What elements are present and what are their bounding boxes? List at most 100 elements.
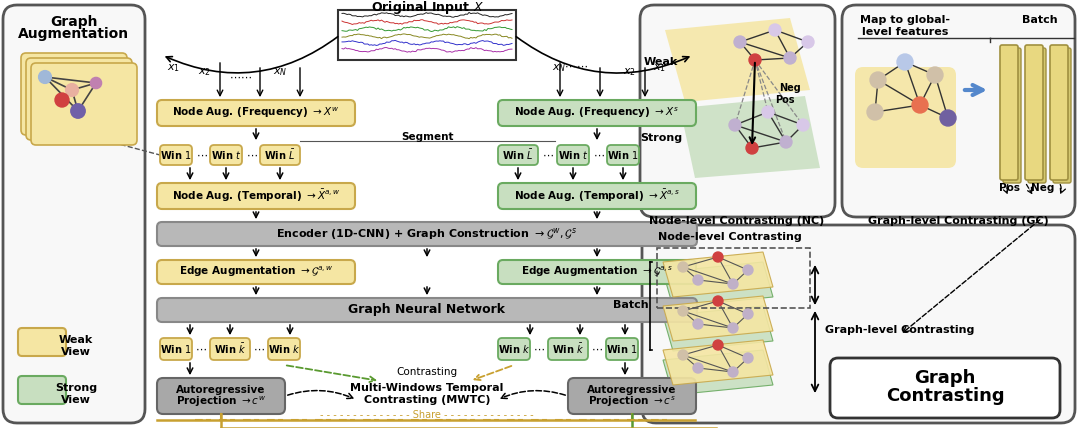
Text: $\cdots$: $\cdots$	[534, 344, 545, 354]
Text: Graph: Graph	[51, 15, 98, 29]
Circle shape	[713, 252, 723, 262]
Circle shape	[71, 104, 85, 118]
Text: Win $t$: Win $t$	[557, 149, 589, 161]
Text: View: View	[62, 395, 91, 405]
Circle shape	[870, 72, 886, 88]
Text: Augmentation: Augmentation	[18, 27, 130, 41]
FancyBboxPatch shape	[26, 58, 132, 140]
Circle shape	[927, 67, 943, 83]
Text: Graph Neural Network: Graph Neural Network	[349, 303, 505, 316]
Text: - - - - - - - - - - - - - - Share - - - - - - - - - - - - - -: - - - - - - - - - - - - - - Share - - - …	[320, 410, 534, 420]
FancyBboxPatch shape	[498, 183, 696, 209]
Text: Node Aug. (Temporal) $\rightarrow \bar{X}^{a,s}$: Node Aug. (Temporal) $\rightarrow \bar{X…	[514, 188, 680, 204]
Text: Neg: Neg	[779, 83, 801, 93]
Circle shape	[743, 265, 753, 275]
Text: $x_2$: $x_2$	[199, 66, 212, 78]
Polygon shape	[663, 306, 773, 351]
Text: Batch: Batch	[1022, 15, 1057, 25]
Text: Node Aug. (Frequency) $\rightarrow X^w$: Node Aug. (Frequency) $\rightarrow X^w$	[173, 106, 339, 120]
Text: Win $1$: Win $1$	[160, 149, 192, 161]
Text: $\cdots$: $\cdots$	[542, 150, 554, 160]
Text: $\cdots$: $\cdots$	[253, 344, 265, 354]
Text: Weak: Weak	[644, 57, 678, 67]
Text: Edge Augmentation $\rightarrow \mathcal{G}^{a,s}$: Edge Augmentation $\rightarrow \mathcal{…	[521, 265, 673, 279]
FancyBboxPatch shape	[157, 222, 697, 246]
FancyBboxPatch shape	[855, 67, 956, 168]
Circle shape	[743, 353, 753, 363]
Text: Win $\bar{L}$: Win $\bar{L}$	[265, 148, 296, 162]
FancyBboxPatch shape	[157, 260, 355, 284]
Circle shape	[746, 142, 758, 154]
Text: $\cdots$: $\cdots$	[591, 344, 603, 354]
FancyBboxPatch shape	[157, 100, 355, 126]
Text: Graph-level Contrasting (GC): Graph-level Contrasting (GC)	[867, 216, 1049, 226]
Circle shape	[693, 275, 703, 285]
Text: Autoregressive: Autoregressive	[588, 385, 677, 395]
Circle shape	[750, 54, 761, 66]
Circle shape	[678, 262, 688, 272]
Text: Win $1$: Win $1$	[606, 343, 638, 355]
FancyBboxPatch shape	[498, 145, 538, 165]
Polygon shape	[663, 296, 773, 341]
Text: Pos: Pos	[775, 95, 795, 105]
FancyBboxPatch shape	[157, 298, 697, 322]
Circle shape	[769, 24, 781, 36]
Text: $\cdots$: $\cdots$	[246, 150, 258, 160]
FancyBboxPatch shape	[18, 328, 66, 356]
Text: $\cdots$: $\cdots$	[197, 150, 208, 160]
Text: Encoder (1D-CNN) + Graph Construction $\rightarrow \mathcal{G}^w,\mathcal{G}^s$: Encoder (1D-CNN) + Graph Construction $\…	[276, 226, 578, 242]
FancyBboxPatch shape	[557, 145, 589, 165]
Circle shape	[91, 77, 102, 89]
FancyBboxPatch shape	[160, 338, 192, 360]
Polygon shape	[663, 252, 773, 297]
Text: $x_1$: $x_1$	[653, 62, 666, 74]
Text: Win $1$: Win $1$	[160, 343, 192, 355]
Text: Multi-Windows Temporal: Multi-Windows Temporal	[350, 383, 503, 393]
FancyBboxPatch shape	[268, 338, 300, 360]
Text: level features: level features	[862, 27, 948, 37]
FancyBboxPatch shape	[498, 260, 696, 284]
FancyBboxPatch shape	[498, 338, 530, 360]
FancyBboxPatch shape	[842, 5, 1075, 217]
FancyBboxPatch shape	[642, 225, 1075, 423]
FancyBboxPatch shape	[548, 338, 588, 360]
Text: Graph-level Contrasting: Graph-level Contrasting	[825, 325, 974, 335]
Text: Node-level Contrasting: Node-level Contrasting	[658, 232, 801, 242]
Circle shape	[678, 306, 688, 316]
Text: Win $t$: Win $t$	[211, 149, 241, 161]
Text: Win $\bar{k}$: Win $\bar{k}$	[214, 342, 246, 356]
FancyBboxPatch shape	[18, 376, 66, 404]
Circle shape	[713, 340, 723, 350]
FancyBboxPatch shape	[260, 145, 300, 165]
Circle shape	[66, 83, 79, 96]
FancyBboxPatch shape	[1053, 48, 1071, 183]
Text: Contrasting (MWTC): Contrasting (MWTC)	[364, 395, 490, 405]
Text: Original Input $X$: Original Input $X$	[370, 0, 484, 15]
Text: Contrasting: Contrasting	[396, 367, 458, 377]
Circle shape	[678, 350, 688, 360]
Circle shape	[762, 106, 774, 118]
Text: Autoregressive: Autoregressive	[176, 385, 266, 395]
Text: Map to global-: Map to global-	[860, 15, 950, 25]
Polygon shape	[665, 18, 810, 102]
FancyBboxPatch shape	[640, 5, 835, 217]
FancyBboxPatch shape	[1028, 48, 1047, 183]
Text: Projection $\rightarrow c^s$: Projection $\rightarrow c^s$	[589, 395, 676, 409]
Circle shape	[734, 36, 746, 48]
FancyBboxPatch shape	[1000, 45, 1018, 180]
Polygon shape	[663, 262, 773, 307]
FancyBboxPatch shape	[568, 378, 696, 414]
FancyBboxPatch shape	[210, 145, 242, 165]
Circle shape	[693, 319, 703, 329]
Bar	[338, 10, 516, 60]
Text: Win $\bar{L}$: Win $\bar{L}$	[502, 148, 534, 162]
Text: Win $k$: Win $k$	[498, 343, 530, 355]
Circle shape	[693, 363, 703, 373]
Circle shape	[713, 296, 723, 306]
Text: View: View	[62, 347, 91, 357]
FancyBboxPatch shape	[1050, 45, 1068, 180]
FancyBboxPatch shape	[160, 145, 192, 165]
Polygon shape	[663, 350, 773, 395]
Circle shape	[728, 367, 738, 377]
Text: $\cdots\cdots$: $\cdots\cdots$	[229, 72, 252, 82]
